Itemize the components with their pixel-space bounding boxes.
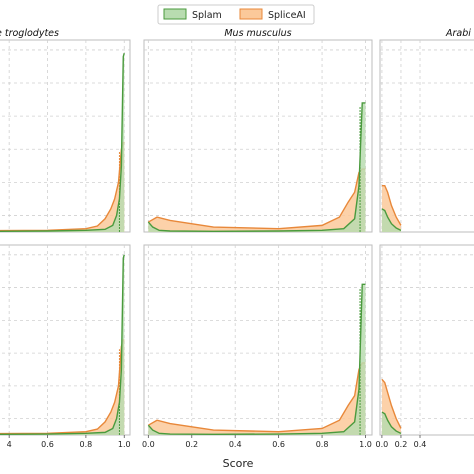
line-splam: [147, 102, 366, 233]
x-tick-label: 0.2: [395, 440, 408, 449]
x-tick-label: 0.8: [316, 440, 329, 449]
panel-3: 4 0.6 0.8 1.0: [0, 244, 131, 449]
panel-title: e troglodytes: [0, 28, 59, 39]
panel-4: 0.0 0.2 0.4 0.6 0.8 1.0: [142, 244, 373, 449]
line-splam: [0, 254, 125, 435]
x-tick-label: 0.8: [80, 440, 93, 449]
x-tick-label: 4: [7, 440, 12, 449]
panel-frame: [143, 244, 373, 436]
legend-swatch-spliceai: [239, 8, 263, 20]
x-tick-label: 1.0: [118, 440, 131, 449]
panel-frame: [379, 244, 474, 436]
panel-frame: [0, 244, 131, 436]
legend-box: [157, 4, 315, 25]
panel-frame: [143, 39, 373, 233]
area-splam: [381, 412, 401, 435]
area-splam: [381, 208, 401, 232]
legend-label-spliceai: SpliceAI: [268, 10, 306, 21]
legend-swatch-splam: [163, 8, 187, 20]
x-axis-label: Score: [223, 457, 254, 470]
legend-label-splam: Splam: [192, 10, 222, 21]
x-tick-label: 0.6: [41, 440, 54, 449]
x-tick-label: 0.6: [272, 440, 285, 449]
line-spliceai: [381, 378, 402, 429]
area-spliceai: [148, 169, 366, 232]
x-tick-label: 0.2: [185, 440, 198, 449]
x-tick-label: 0.0: [376, 440, 389, 449]
panel-2: Arabi: [379, 28, 474, 233]
panel-frame: [0, 39, 131, 233]
panel-title: Arabi: [445, 28, 471, 39]
line-spliceai: [381, 184, 402, 226]
panel-5: 0.0 0.2 0.4: [376, 244, 474, 449]
area-spliceai: [148, 362, 366, 435]
line-splam: [381, 208, 402, 231]
legend: Splam SpliceAI: [157, 4, 315, 25]
panel-0: e troglodytes: [0, 28, 131, 233]
line-splam: [147, 283, 366, 436]
panel-1: Mus musculus: [143, 28, 373, 233]
area-spliceai: [0, 340, 125, 435]
x-tick-label: 0.0: [142, 440, 155, 449]
area-spliceai: [0, 142, 125, 232]
line-splam: [381, 411, 402, 434]
line-splam: [0, 53, 125, 232]
x-tick-label: 0.4: [414, 440, 427, 449]
panels: e troglodytes Mus musculus Arabi 4 0.6 0.8 1.0…: [0, 28, 474, 449]
x-tick-label: 0.4: [229, 440, 242, 449]
panel-title: Mus musculus: [224, 28, 291, 39]
panel-frame: [379, 39, 474, 233]
x-tick-label: 1.0: [359, 440, 372, 449]
